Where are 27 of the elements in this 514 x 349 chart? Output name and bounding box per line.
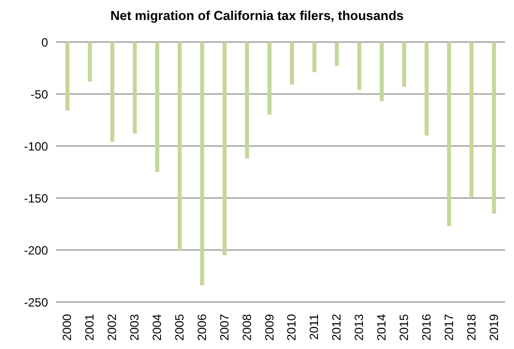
x-tick-label: 2019 [486, 314, 501, 341]
y-tick-label: 0 [41, 35, 48, 50]
y-tick-label: -100 [24, 139, 48, 154]
y-tick-label: -150 [24, 191, 48, 206]
y-tick-label: -50 [30, 87, 48, 102]
chart-title: Net migration of California tax filers, thousands [109, 8, 405, 23]
x-tick-label: 2015 [396, 314, 411, 341]
x-tick-label: 2001 [82, 314, 97, 341]
y-tick-label: -200 [24, 243, 48, 258]
x-tick-label: 2010 [284, 314, 299, 341]
x-tick-label: 2004 [150, 314, 164, 341]
x-tick-label: 2000 [60, 314, 74, 341]
x-tick-label: 2006 [194, 314, 209, 341]
x-tick-label: 2012 [330, 314, 344, 341]
x-tick-label: 2013 [352, 314, 366, 341]
x-tick-label: 2014 [374, 314, 389, 341]
x-tick-label: 2005 [172, 314, 186, 341]
x-tick-label: 2003 [128, 314, 142, 341]
x-tick-label: 2017 [442, 314, 456, 341]
x-tick-label: 2011 [307, 314, 322, 340]
x-tick-label: 2018 [464, 314, 478, 341]
x-tick-label: 2002 [105, 314, 120, 341]
x-tick-label: 2009 [262, 314, 276, 341]
x-tick-label: 2016 [419, 314, 434, 341]
x-tick-label: 2008 [240, 314, 254, 341]
y-tick-label: -250 [24, 295, 48, 310]
x-tick-label: 2007 [217, 314, 232, 341]
